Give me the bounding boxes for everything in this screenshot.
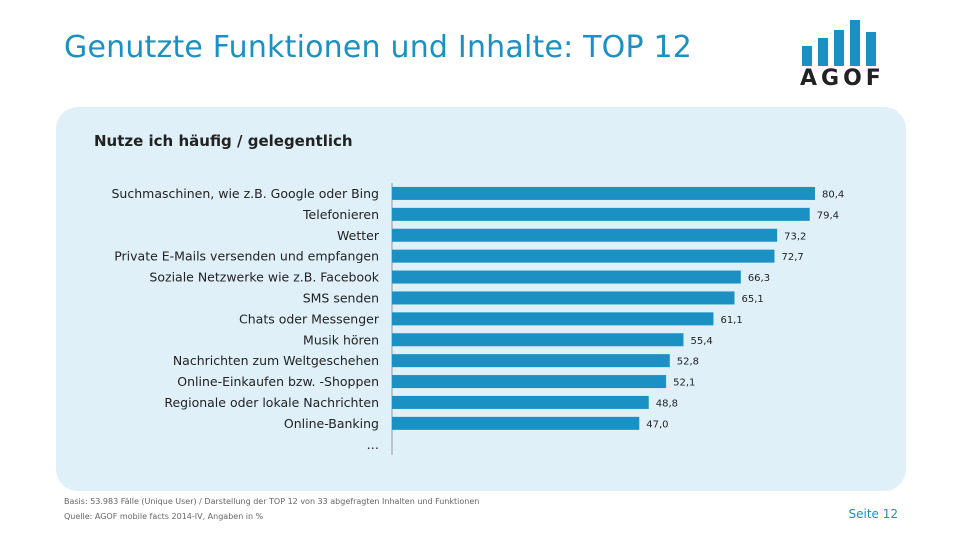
- category-label: Regionale oder lokale Nachrichten: [164, 395, 379, 410]
- bar: [392, 395, 649, 409]
- bar: [392, 186, 815, 200]
- page-number: Seite 12: [848, 507, 898, 521]
- category-label: Suchmaschinen, wie z.B. Google oder Bing: [111, 186, 379, 201]
- data-label: 65,1: [742, 294, 764, 305]
- data-label: 52,1: [673, 378, 695, 389]
- data-label: 66,3: [748, 273, 770, 284]
- category-label: Musik hören: [303, 332, 379, 347]
- data-label: 73,2: [784, 231, 806, 242]
- data-label: 80,4: [822, 189, 844, 200]
- data-label: 72,7: [781, 252, 803, 263]
- category-label: Online-Einkaufen bzw. -Shoppen: [177, 374, 379, 389]
- bar: [392, 249, 775, 263]
- bar: [392, 312, 714, 326]
- agof-logo-icon: [802, 20, 876, 66]
- data-label: 48,8: [656, 398, 678, 409]
- category-label: Telefonieren: [302, 207, 379, 222]
- footer-basis: Basis: 53.983 Fälle (Unique User) / Dars…: [64, 497, 480, 506]
- category-label: …: [367, 437, 380, 452]
- bar: [392, 375, 667, 389]
- data-label: 52,8: [677, 357, 699, 368]
- bar: [392, 333, 684, 347]
- bar: [392, 270, 741, 284]
- agof-logo-text: AGOF: [800, 66, 885, 91]
- category-label: Online-Banking: [284, 416, 379, 431]
- page-title: Genutzte Funktionen und Inhalte: TOP 12: [64, 30, 693, 65]
- data-label: 61,1: [720, 315, 742, 326]
- footer-source: Quelle: AGOF mobile facts 2014-IV, Angab…: [64, 512, 264, 521]
- bar: [392, 291, 735, 305]
- category-label: Chats oder Messenger: [239, 311, 380, 326]
- chart-title: Nutze ich häufig / gelegentlich: [94, 132, 353, 150]
- data-label: 55,4: [690, 336, 712, 347]
- data-label: 79,4: [817, 210, 839, 221]
- category-label: Private E-Mails versenden und empfangen: [114, 249, 379, 264]
- bar: [392, 416, 640, 430]
- category-label: Soziale Netzwerke wie z.B. Facebook: [149, 270, 379, 285]
- category-label: Nachrichten zum Weltgeschehen: [173, 353, 379, 368]
- category-label: SMS senden: [303, 290, 379, 305]
- data-label: 47,0: [646, 419, 668, 430]
- bar: [392, 207, 810, 221]
- category-label: Wetter: [337, 228, 380, 243]
- bar: [392, 228, 778, 242]
- bar: [392, 354, 670, 368]
